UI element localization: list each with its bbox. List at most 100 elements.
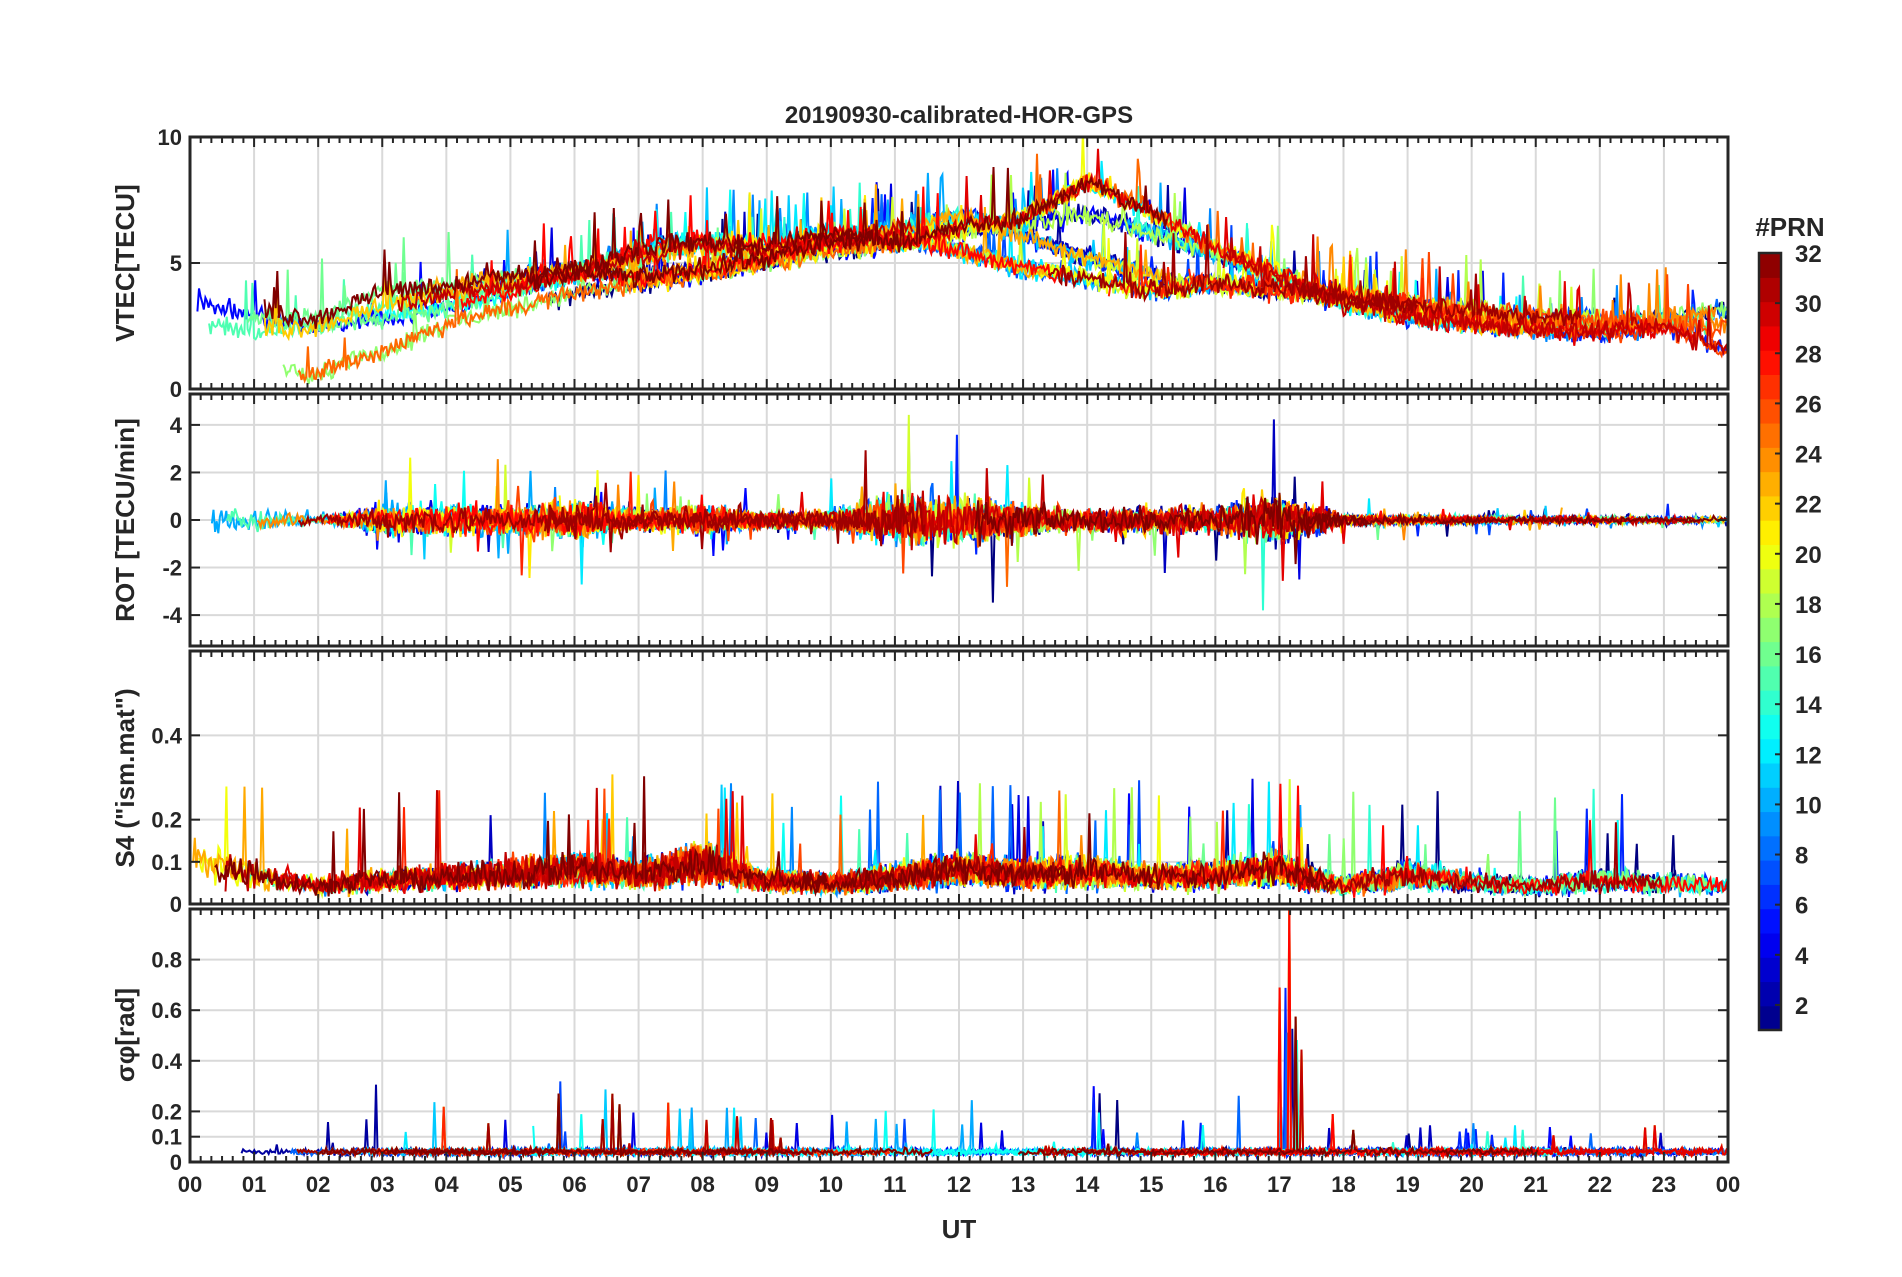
y-tick-label: 0.6	[151, 998, 182, 1023]
series-line-prn-32	[805, 813, 1334, 894]
vtec-ylabel: VTEC[TECU]	[110, 184, 140, 341]
colorbar-swatch	[1759, 738, 1781, 764]
colorbar-tick-label: 30	[1795, 291, 1822, 318]
colorbar-tick-label: 10	[1795, 792, 1822, 819]
series-line-prn-24	[1036, 1049, 1314, 1159]
colorbar-tick-label: 26	[1795, 391, 1822, 418]
colorbar-swatch	[1759, 714, 1781, 740]
colorbar-swatch	[1759, 471, 1781, 497]
series-line-prn-6	[1086, 987, 1688, 1161]
x-tick-label: 03	[370, 1172, 394, 1197]
x-tick-label: 13	[1011, 1172, 1035, 1197]
colorbar-swatch	[1759, 520, 1781, 545]
y-tick-label: 0	[170, 892, 182, 917]
colorbar-swatch	[1759, 665, 1781, 691]
x-tick-label: 11	[883, 1172, 906, 1197]
colorbar-tick-label: 2	[1795, 993, 1808, 1020]
colorbar-tick-label: 22	[1795, 492, 1822, 519]
x-tick-label: 02	[306, 1172, 330, 1197]
colorbar-swatch	[1759, 301, 1781, 327]
x-axis-label: UT	[942, 1214, 977, 1244]
chart-title: 20190930-calibrated-HOR-GPS	[785, 102, 1133, 129]
colorbar-swatch	[1759, 253, 1781, 278]
series-line-prn-30	[1036, 1049, 1314, 1159]
colorbar-tick-label: 24	[1795, 442, 1822, 469]
sigma-ylabel: σφ[rad]	[110, 988, 140, 1082]
x-tick-label: 06	[562, 1172, 586, 1197]
series-layer	[192, 137, 1728, 1161]
rot-ylabel: ROT [TECU/min]	[110, 418, 140, 622]
colorbar-swatch	[1759, 617, 1781, 643]
colorbar-swatch	[1759, 422, 1781, 448]
series-line-prn-13	[1339, 269, 1553, 338]
series-line-prn-32	[529, 166, 1168, 292]
y-tick-label: 0.8	[151, 948, 182, 973]
colorbar-tick-label: 28	[1795, 341, 1822, 368]
y-tick-label: 4	[170, 413, 183, 438]
x-tick-label: 00	[1716, 1172, 1740, 1197]
colorbar-swatch	[1759, 495, 1781, 521]
s4-ylabel-group: S4 ("ism.mat")	[110, 688, 140, 867]
x-tick-label: 20	[1459, 1172, 1483, 1197]
y-tick-label: 5	[170, 251, 182, 276]
series-line-prn-32	[319, 1093, 933, 1159]
series-line-prn-3	[1088, 419, 1408, 574]
colorbar-swatch	[1759, 568, 1781, 594]
series-line-prn-27	[319, 1093, 933, 1159]
series-line-prn-7	[355, 1081, 599, 1160]
colorbar-swatch	[1759, 690, 1781, 715]
series-line-prn-17	[1150, 909, 1555, 1159]
colorbar-swatch	[1759, 277, 1781, 303]
series-line-prn-28	[1150, 909, 1555, 1159]
colorbar-tick-label: 18	[1795, 592, 1822, 619]
series-line-prn-31	[1047, 224, 1418, 316]
colorbar-tick-label: 4	[1795, 943, 1809, 970]
y-tick-label: 10	[158, 125, 182, 150]
colorbar-tick-label: 32	[1795, 241, 1822, 268]
x-tick-label: 18	[1331, 1172, 1355, 1197]
colorbar-frame	[1757, 251, 1783, 1032]
series-line-prn-5	[888, 1086, 1165, 1158]
x-tick-label: 10	[819, 1172, 843, 1197]
series-line-prn-31	[1288, 822, 1664, 896]
colorbar-tick-label: 20	[1795, 542, 1822, 569]
colorbar-swatch	[1759, 835, 1781, 861]
colorbar-swatch	[1759, 1005, 1781, 1031]
x-tick-label: 16	[1203, 1172, 1227, 1197]
x-tick-label: 15	[1139, 1172, 1163, 1197]
rot-ylabel-group: ROT [TECU/min]	[110, 418, 140, 622]
colorbar-swatch	[1759, 860, 1781, 885]
series-line-prn-31	[543, 450, 917, 553]
x-tick-label: 22	[1588, 1172, 1612, 1197]
y-tick-label: 0	[170, 508, 182, 533]
colorbar-swatch	[1759, 350, 1781, 376]
colorbar-swatch	[1759, 932, 1781, 958]
colorbar-swatch	[1759, 981, 1781, 1007]
x-tick-label: 04	[434, 1172, 459, 1197]
y-tick-label: 0.1	[151, 850, 182, 875]
series-line-prn-31	[1300, 256, 1582, 327]
colorbar-swatch	[1759, 592, 1781, 618]
colorbar-title: #PRN	[1755, 212, 1824, 242]
series-line-prn-21	[319, 1093, 933, 1159]
series-line-prn-32	[214, 776, 828, 897]
y-tick-label: 0	[170, 377, 182, 402]
x-tick-label: 12	[947, 1172, 971, 1197]
colorbar-swatch	[1759, 325, 1781, 351]
colorbar-swatch	[1759, 762, 1781, 788]
x-tick-label: 09	[755, 1172, 779, 1197]
colorbar-tick-label: 6	[1795, 893, 1808, 920]
y-tick-label: 0.1	[151, 1125, 182, 1150]
y-tick-label: 2	[170, 460, 182, 485]
y-tick-label: 0.2	[151, 1099, 182, 1124]
colorbar-tick-label: 16	[1795, 642, 1822, 669]
colorbar-tick-label: 8	[1795, 843, 1808, 870]
x-tick-label: 17	[1267, 1172, 1291, 1197]
sigma-ylabel-group: σφ[rad]	[110, 988, 140, 1082]
series-line-prn-14	[1091, 1039, 1562, 1159]
colorbar-swatch	[1759, 374, 1781, 400]
series-line-prn-32	[263, 200, 872, 329]
